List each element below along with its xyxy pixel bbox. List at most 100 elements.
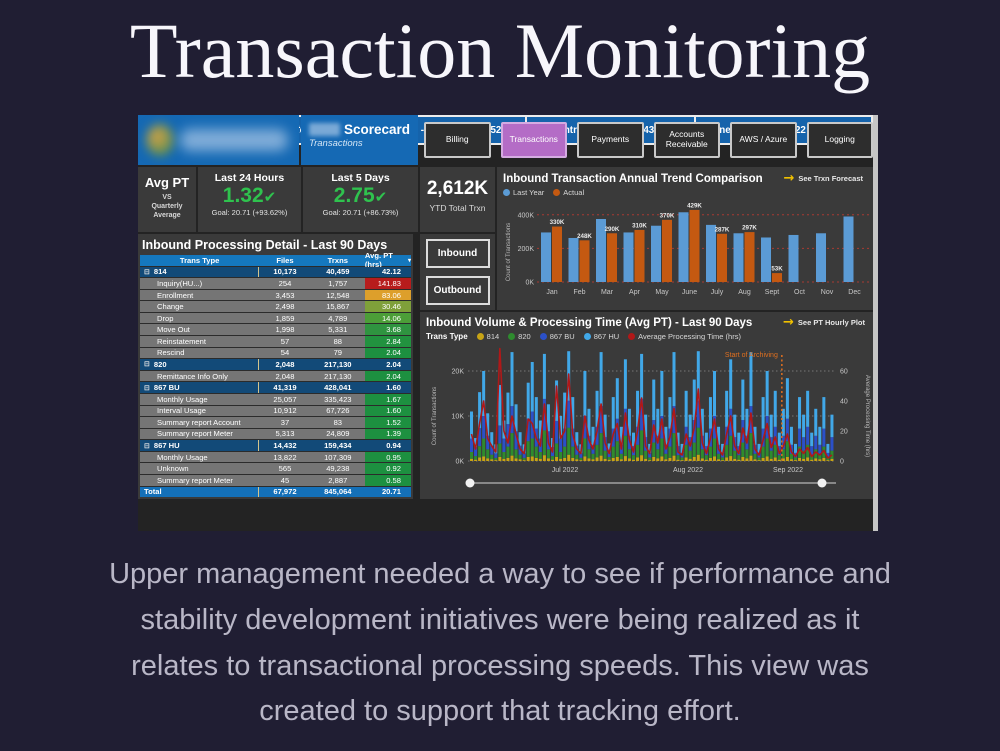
trans-type-cell: Monthly Usage [157,452,208,462]
table-row[interactable]: Remittance Info Only 2,048 217,130 2.04 [140,370,411,382]
collapse-icon[interactable]: ⊟ [144,383,150,392]
tab-transactions[interactable]: Transactions [500,122,567,158]
table-row[interactable]: ⊟ 867 HU 14,432 159,434 0.94 [140,440,411,451]
table-row[interactable]: Rescind 54 79 2.04 [140,347,411,359]
files-cell: 54 [280,348,290,358]
avg-pt-cell: 42.12 [381,267,401,277]
avg-pt-cell: 14.06 [364,312,411,324]
avg-pt-cell: 1.60 [386,383,401,393]
table-title: Inbound Processing Detail - Last 90 Days [142,238,388,252]
table-row[interactable]: Drop 1,859 4,789 14.06 [140,312,411,324]
trxns-cell: 1,757 [328,278,348,288]
trxns-cell: 217,130 [324,371,352,381]
table-row[interactable]: Summary report Meter 5,313 24,809 1.39 [140,428,411,440]
avg-pt-vs: VS [162,194,172,201]
tab-accounts-receivable[interactable]: Accounts Receivable [653,122,720,158]
svg-text:429K: 429K [687,202,702,209]
avg-pt-cell: 0.92 [364,463,411,474]
trxns-cell: 12,548 [326,290,350,300]
table-row[interactable]: Summary report Meter 45 2,887 0.58 [140,474,411,486]
table-row[interactable]: Change 2,498 15,867 30.46 [140,301,411,312]
files-cell: 2,048 [275,359,295,369]
table-row[interactable]: Enrollment 3,453 12,548 83.06 [140,289,411,301]
trend-legend: Last Year Actual [503,188,871,197]
see-pt-hourly-plot-link[interactable]: → See PT Hourly Plot [782,315,865,330]
table-row[interactable]: Monthly Usage 13,822 107,309 0.95 [140,451,411,463]
trend-plot[interactable]: 0K 200K 400K Count of Transactions 330K Jan 24… [503,197,871,304]
kpi-5-goal: Goal: 20.71 (+86.73%) [322,208,399,218]
files-cell: 25,057 [273,394,297,404]
svg-text:Count of Transactions: Count of Transactions [432,387,438,445]
table-row[interactable]: Monthly Usage 25,057 335,423 1.67 [140,393,411,405]
table-row[interactable]: Unknown 565 49,238 0.92 [140,463,411,474]
legend-item[interactable]: 820 [508,332,531,341]
avg-pt-cell: 2.84 [364,336,411,347]
outbound-button[interactable]: Outbound [425,276,490,305]
kpi-ytd-total: 2,612K YTD Total Trxn [420,167,495,232]
kpi-avg-pt-label: Avg PT VS Quarterly Average [138,167,196,232]
see-trxn-forecast-link[interactable]: → See Trxn Forecast [783,171,863,186]
trxns-cell: 24,809 [326,429,350,439]
legend-item[interactable]: Average Processing Time (hrs) [628,332,741,341]
svg-text:May: May [655,289,669,296]
table-row[interactable]: Interval Usage 10,912 67,726 1.60 [140,405,411,417]
redacted-word-blurred [309,123,340,136]
sort-desc-icon[interactable]: ▾ [407,257,411,264]
legend-item[interactable]: 867 HU [583,332,619,341]
volume-plot[interactable]: 0K 10K 20K 0 20 40 60 Count of Transactions Aver… [426,341,873,497]
scrollbar[interactable] [873,115,878,531]
files-cell: 2,048 [275,371,295,381]
column-header[interactable]: Trxns [327,255,348,265]
table-row[interactable]: Total 67,972 845,064 20.71 [140,486,411,498]
avg-pt-cell: 0.94 [386,441,401,451]
files-cell: 1,859 [275,313,295,323]
slider-handle-right[interactable] [817,478,827,488]
page-title: Transaction Monitoring [129,7,871,94]
slider-handle-left[interactable] [465,478,475,488]
trans-type-cell: Reinstatement [157,336,206,346]
dashboard: Scorecard Transactions Billing Transactio… [138,115,878,531]
column-header[interactable]: Trans Type [179,255,220,265]
svg-text:Count of Transactions: Count of Transactions [506,223,512,281]
svg-text:Jan: Jan [546,289,557,296]
table-row[interactable]: Inquiry(HU...) 254 1,757 141.83 [140,278,411,289]
table-row[interactable]: Summary report Account 37 83 1.52 [140,417,411,428]
svg-text:Aug: Aug [738,289,751,296]
tab-billing[interactable]: Billing [424,122,491,158]
table-row[interactable]: ⊟ 814 10,173 40,459 42.12 [140,266,411,278]
legend-item[interactable]: Actual [553,188,584,197]
column-header[interactable]: Files [276,255,294,265]
logo-mark-blurred [146,124,174,156]
trans-type-cell: Remittance Info Only [157,371,228,381]
svg-text:Feb: Feb [573,289,585,296]
table-row[interactable]: Move Out 1,998 5,331 3.68 [140,324,411,336]
svg-text:60: 60 [840,369,848,376]
avg-pt-subtitle: Quarterly Average [151,203,183,220]
trans-type-cell: ⊟ 814 [140,266,260,278]
trxns-cell: 217,130 [324,359,352,369]
svg-text:June: June [682,289,697,296]
avg-pt-cell: 0.95 [364,451,411,463]
files-cell: 41,319 [273,383,297,393]
tab-logging[interactable]: Logging [806,122,873,158]
svg-text:Aug 2022: Aug 2022 [673,467,703,474]
column-header[interactable]: Avg. PT (hrs) ▾ [364,251,411,270]
trans-type-cell: Rescind [157,348,185,358]
table-row[interactable]: ⊟ 820 2,048 217,130 2.04 [140,359,411,370]
table-row[interactable]: Reinstatement 57 88 2.84 [140,336,411,347]
table-row[interactable]: ⊟ 867 BU 41,319 428,041 1.60 [140,382,411,393]
svg-text:297K: 297K [742,225,757,232]
scorecard-subtitle: Transactions [309,138,363,149]
legend-item[interactable]: Last Year [503,188,544,197]
legend-item[interactable]: 867 BU [539,332,575,341]
kpi-5-label: Last 5 Days [331,172,390,184]
tab-aws-azure[interactable]: AWS / Azure [730,122,797,158]
collapse-icon[interactable]: ⊟ [144,267,150,276]
collapse-icon[interactable]: ⊟ [144,441,150,450]
collapse-icon[interactable]: ⊟ [144,360,150,369]
inbound-button[interactable]: Inbound [425,239,490,268]
tab-payments[interactable]: Payments [577,122,644,158]
legend-dot-icon [508,333,516,340]
legend-item[interactable]: 814 [476,332,499,341]
trans-type-cell: Monthly Usage [157,394,208,404]
